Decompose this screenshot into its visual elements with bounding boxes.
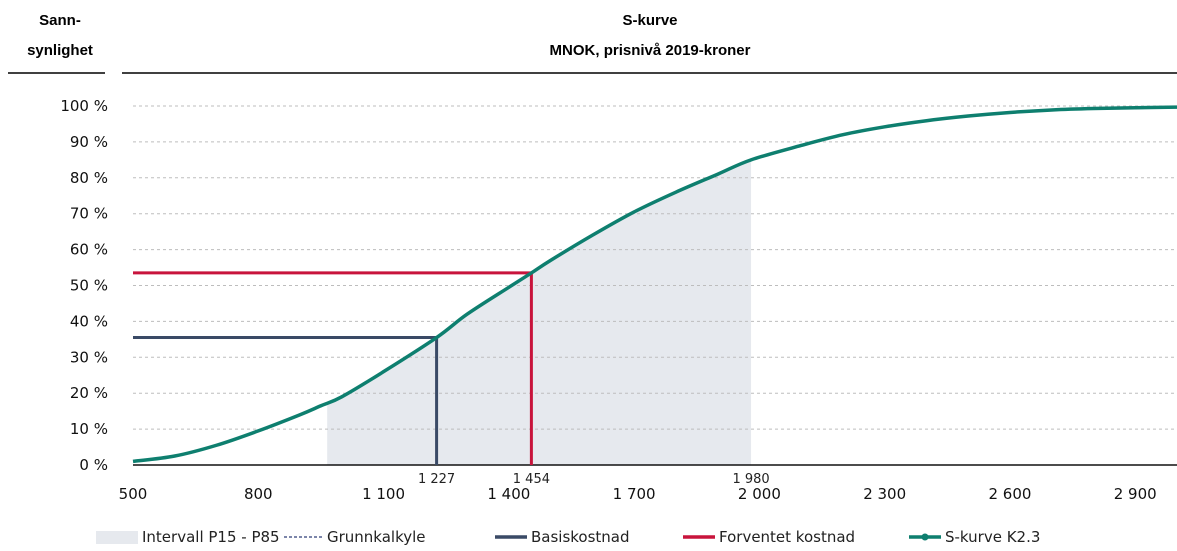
interval-p15-p85-area	[327, 159, 752, 465]
x-tick-label: 800	[244, 485, 273, 503]
chart-title: S-kurve	[622, 12, 677, 29]
y-tick-label: 100 %	[60, 97, 108, 115]
y-tick-label: 80 %	[70, 169, 108, 187]
y-axis-label-line1: Sann-	[39, 12, 81, 29]
legend-label: Forventet kostnad	[719, 528, 855, 546]
plot-area: 0 % 10 % 20 % 30 % 40 % 50 % 60 % 70 % 80 % 90 % 1…	[60, 97, 1177, 503]
x-tick-label: 2 000	[738, 485, 781, 503]
reference-value-label: 1 227	[418, 472, 455, 487]
chart-subtitle: MNOK, prisnivå 2019-kroner	[550, 42, 751, 59]
x-tick-label: 1 100	[362, 485, 405, 503]
x-tick-label: 2 900	[1114, 485, 1157, 503]
y-tick-label: 0 %	[79, 456, 108, 474]
y-tick-label: 60 %	[70, 241, 108, 259]
y-tick-label: 50 %	[70, 277, 108, 295]
interval-end-label: 1 980	[732, 472, 769, 487]
y-tick-label: 90 %	[70, 133, 108, 151]
y-tick-label: 10 %	[70, 420, 108, 438]
legend-label: S-kurve K2.3	[945, 528, 1040, 546]
legend-marker	[921, 533, 929, 541]
y-tick-label: 30 %	[70, 348, 108, 366]
y-axis-label-line2: synlighet	[27, 42, 93, 59]
y-tick-label: 20 %	[70, 384, 108, 402]
chart-header: Sann- synlighet S-kurve MNOK, prisnivå 2…	[8, 12, 1177, 74]
y-tick-label: 40 %	[70, 312, 108, 330]
reference-value-label: 1 454	[513, 472, 550, 487]
x-tick-label: 2 600	[988, 485, 1031, 503]
legend-swatch-interval	[96, 531, 138, 544]
legend: Intervall P15 - P85 Grunnkalkyle Basiskost…	[96, 528, 1040, 546]
legend-label: Basiskostnad	[531, 528, 630, 546]
x-tick-label: 1 400	[487, 485, 530, 503]
x-tick-label: 1 700	[613, 485, 656, 503]
x-tick-label: 2 300	[863, 485, 906, 503]
x-tick-label: 500	[119, 485, 148, 503]
legend-label: Grunnkalkyle	[327, 528, 426, 546]
legend-label: Intervall P15 - P85	[142, 528, 280, 546]
s-curve-line	[132, 105, 1177, 464]
y-tick-label: 70 %	[70, 205, 108, 223]
